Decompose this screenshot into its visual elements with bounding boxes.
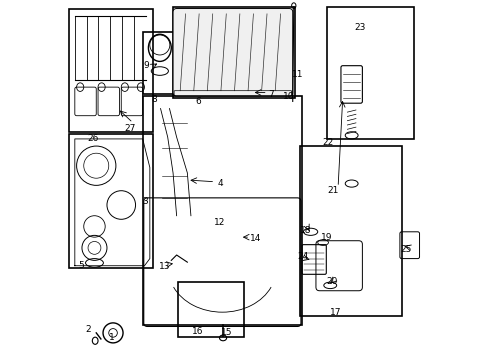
Text: 23: 23 [354,23,365,32]
Text: 2: 2 [85,325,91,334]
Text: 15: 15 [221,328,232,337]
Bar [326,7,413,139]
Bar [142,32,176,94]
Bar [178,282,244,337]
Text: 7: 7 [268,90,274,99]
Bar [142,96,301,325]
Text: 16: 16 [192,327,203,336]
Bar [173,7,294,98]
Text: 19: 19 [320,233,332,242]
FancyBboxPatch shape [173,9,292,96]
Text: 14: 14 [249,234,261,243]
Text: 10: 10 [283,91,294,100]
Text: 26: 26 [87,134,98,143]
Text: 25: 25 [400,245,411,254]
Bar [299,146,401,316]
Text: 5: 5 [78,261,83,270]
Text: 4: 4 [217,179,223,188]
Text: 9: 9 [142,61,148,70]
Text: 13: 13 [159,262,170,271]
Bar [69,9,153,132]
Text: 17: 17 [329,309,341,318]
Bar [69,134,153,267]
Text: 21: 21 [327,186,338,195]
Text: 24: 24 [297,252,308,261]
Text: 1: 1 [109,333,115,342]
Text: 12: 12 [213,219,224,228]
Text: 20: 20 [325,277,337,286]
Text: 11: 11 [291,70,303,79]
Text: 8: 8 [151,95,156,104]
Text: 22: 22 [322,138,333,147]
Text: 6: 6 [195,97,201,106]
Text: 27: 27 [124,124,136,133]
Text: 18: 18 [300,225,311,234]
Text: 3: 3 [142,197,148,206]
